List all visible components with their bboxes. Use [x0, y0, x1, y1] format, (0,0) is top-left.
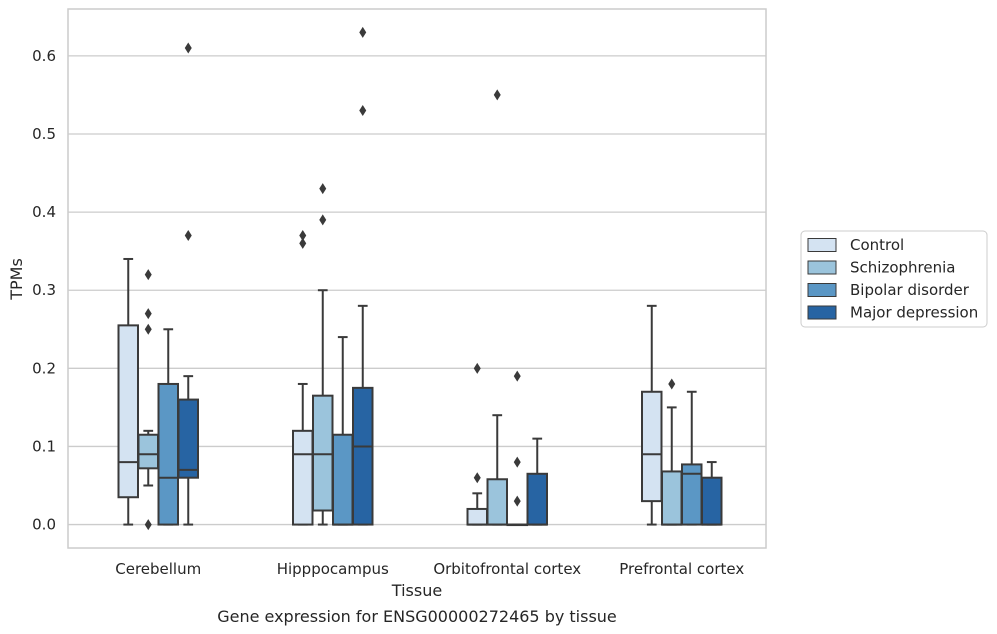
outlier-point: [299, 230, 307, 242]
y-axis-label: TPMs: [7, 258, 26, 301]
box-3-1: [661, 378, 683, 526]
outlier-point: [513, 370, 521, 382]
y-tick-label: 0.6: [32, 47, 56, 65]
legend-frame: [800, 230, 988, 328]
box-body: [312, 394, 334, 512]
legend-swatch: [807, 238, 837, 252]
box-2-1: [486, 89, 508, 526]
outlier-point: [184, 230, 192, 242]
outlier-point: [319, 183, 327, 195]
box-3-2: [681, 390, 703, 526]
box-groups: [117, 26, 723, 531]
legend-label: Bipolar disorder: [850, 281, 970, 299]
outlier-point: [513, 456, 521, 468]
box-body: [641, 390, 663, 503]
box-3-3: [701, 461, 723, 526]
y-tick-label: 0.4: [32, 203, 56, 221]
plot-frame: [67, 8, 767, 549]
y-tick-label: 0.1: [32, 437, 56, 455]
box-0-2: [157, 328, 179, 526]
outlier-point: [668, 378, 676, 390]
x-tick-label: Orbitofrontal cortex: [433, 560, 581, 578]
box-2-2: [506, 370, 528, 527]
box-0-3: [177, 42, 199, 526]
box-body: [177, 398, 199, 479]
outlier-point: [359, 105, 367, 117]
box-body: [486, 478, 508, 526]
y-tick-label: 0.5: [32, 125, 56, 143]
x-axis-label: Tissue: [391, 581, 442, 600]
outlier-point: [473, 362, 481, 374]
x-tick-label: Cerebellum: [115, 560, 201, 578]
outlier-point: [493, 89, 501, 101]
legend-label: Schizophrenia: [850, 259, 955, 277]
y-tick-labels: 0.0 0.1 0.2 0.3 0.4 0.5 0.6: [32, 47, 56, 534]
box-body: [701, 476, 723, 526]
y-tick-label: 0.2: [32, 359, 56, 377]
y-tick-label: 0.0: [32, 516, 56, 534]
outlier-point: [473, 472, 481, 484]
box-body: [466, 507, 488, 526]
outlier-point: [359, 26, 367, 38]
box-1-0: [292, 230, 314, 526]
y-tick-label: 0.3: [32, 281, 56, 299]
box-body: [332, 433, 354, 526]
outlier-point: [144, 519, 152, 531]
outlier-point: [299, 237, 307, 249]
box-1-2: [332, 336, 354, 526]
box-1-3: [352, 26, 374, 526]
box-body: [661, 470, 683, 526]
box-0-1: [137, 269, 159, 531]
box-body: [137, 433, 159, 470]
legend-label: Control: [850, 236, 904, 254]
outlier-point: [144, 308, 152, 320]
legend-swatch: [807, 305, 837, 320]
box-1-1: [312, 183, 334, 526]
x-tick-labels: Cerebellum Hipppocampus Orbitofrontal cort…: [115, 560, 744, 578]
box-body: [157, 382, 179, 526]
box-2-3: [526, 437, 548, 526]
x-tick-label: Prefrontal cortex: [619, 560, 744, 578]
legend-swatch: [807, 260, 837, 275]
outlier-point: [144, 269, 152, 281]
legend-label: Major depression: [850, 304, 978, 322]
chart-caption: Gene expression for ENSG00000272465 by t…: [217, 607, 617, 626]
legend: Control Schizophrenia Bipolar disorder Majo…: [800, 230, 988, 328]
legend-swatch: [807, 283, 837, 297]
box-3-0: [641, 304, 663, 526]
x-tick-label: Hipppocampus: [277, 560, 389, 578]
outlier-point: [184, 42, 192, 54]
box-2-0: [466, 362, 488, 526]
box-0-0: [117, 257, 139, 526]
outlier-point: [319, 214, 327, 226]
box-body: [352, 386, 374, 526]
box-body: [526, 472, 548, 526]
box-body: [292, 429, 314, 526]
outlier-point: [513, 495, 521, 507]
outlier-point: [144, 323, 152, 335]
box-body: [117, 324, 139, 499]
